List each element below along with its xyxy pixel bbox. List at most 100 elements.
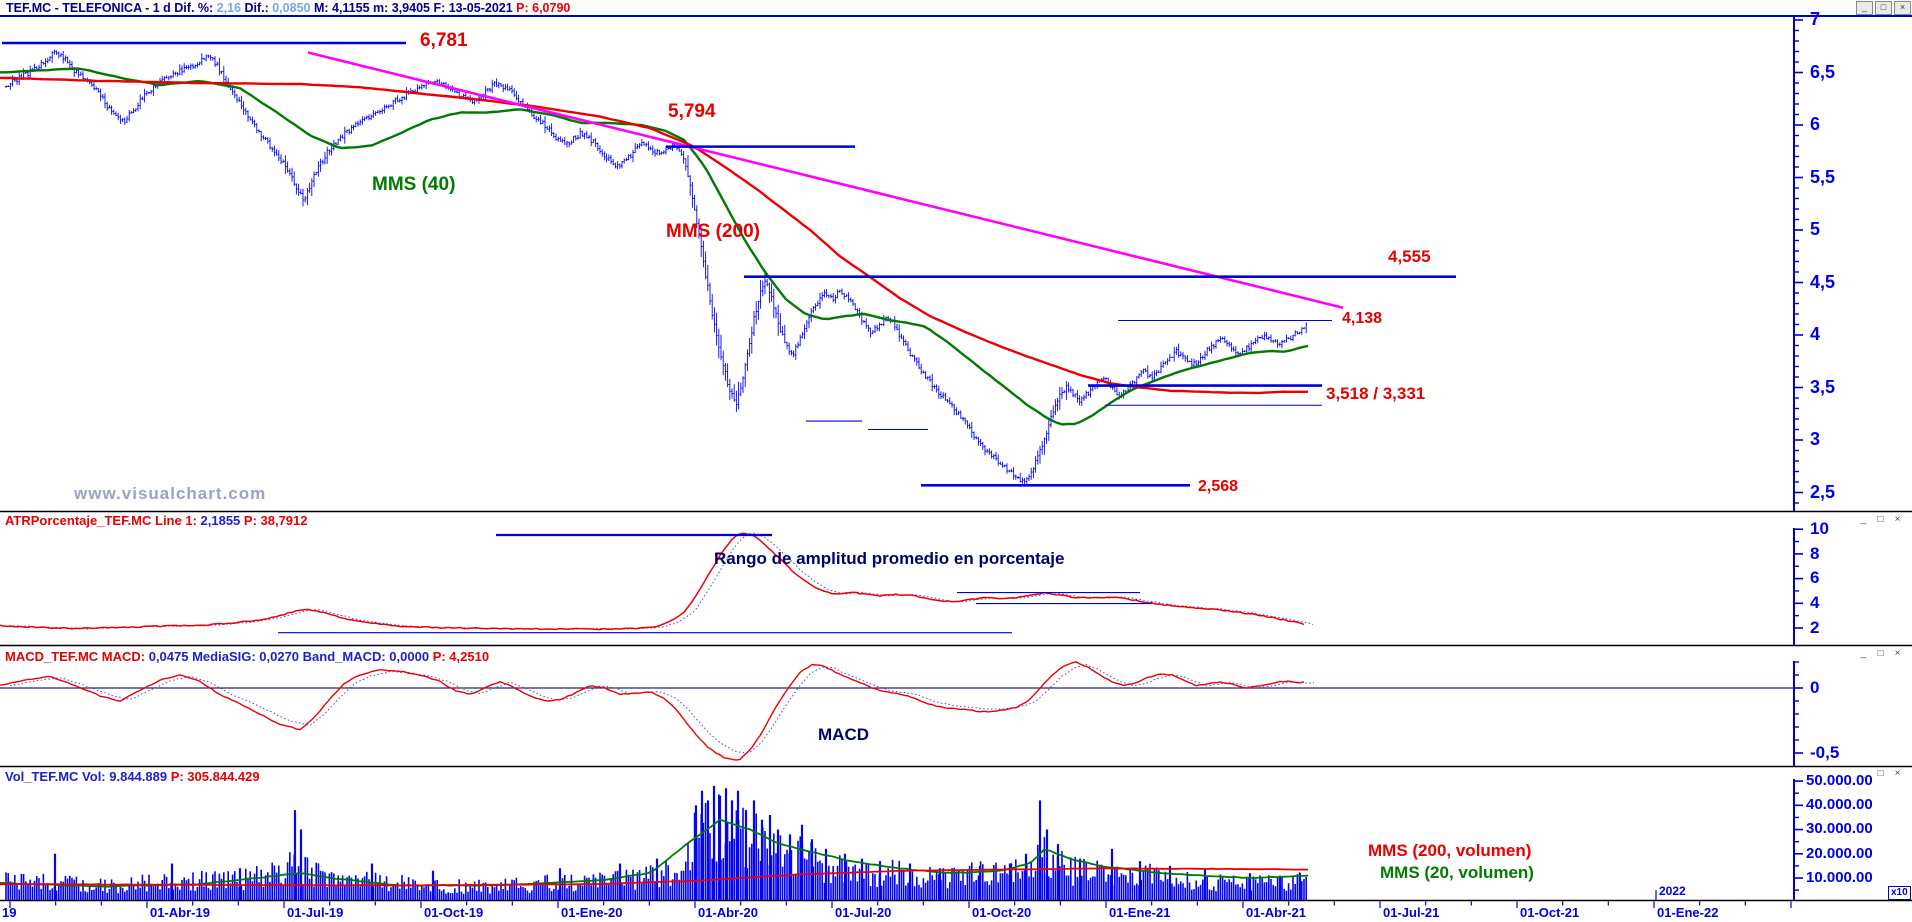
minimize-button[interactable]: _ (1856, 1, 1873, 15)
volume-panel-window-controls: _ □ × (1856, 769, 1905, 781)
price-level-label: 4,555 (1388, 246, 1431, 266)
y-axis-tick-label: 4 (1810, 324, 1821, 345)
atr-panel-maximize-button[interactable]: □ (1877, 514, 1884, 525)
title-bar: TEF.MC - TELEFONICA - 1 d Dif. %: 2,16 D… (0, 0, 1912, 15)
x-axis-date-label: 01-Oct-21 (1520, 904, 1580, 920)
text-segment: MACD_TEF.MC MACD: (5, 649, 149, 664)
y-axis-tick-label: 7 (1810, 9, 1821, 30)
text-segment: 0,0475 (148, 649, 189, 664)
x-axis-date-label: 01-Abr-21 (1246, 904, 1306, 920)
price-chart-area[interactable] (0, 17, 1793, 511)
x-axis-date-label: 01-Abr-19 (150, 904, 210, 920)
text-segment: Dif.: (240, 1, 273, 15)
mms200-line (0, 76, 1308, 395)
macd-panel-minimize-button[interactable]: _ (1860, 648, 1867, 659)
text-segment: P: 38,7912 (240, 513, 308, 528)
y-axis-tick-label: 10 (1810, 518, 1829, 538)
y-axis-tick-label: 8 (1810, 543, 1820, 563)
y-axis-tick-label: 50.000.00 (1806, 771, 1873, 789)
atr-panel-close-button[interactable]: × (1894, 514, 1901, 525)
atr-annotation: Rango de amplitud promedio en porcentaje (714, 549, 1065, 568)
text-segment: P: 305.844.429 (167, 769, 260, 784)
price-ohlc-bars (5, 49, 1308, 486)
macd-panel-maximize-button[interactable]: □ (1877, 648, 1884, 659)
volume-spike-bars (53, 785, 1302, 900)
x-axis-date-label: 19 (2, 904, 17, 920)
text-segment: P: 4,2510 (429, 649, 490, 664)
price-annotation: MMS (40) (372, 174, 456, 195)
volume-panel-maximize-button[interactable]: □ (1877, 768, 1884, 779)
x-axis-date-label: 01-Jul-19 (287, 904, 344, 920)
y-axis-tick-label: 2,5 (1810, 481, 1836, 502)
macd-chart-area[interactable] (0, 661, 1793, 766)
price-level-label: 3,518 / 3,331 (1326, 383, 1426, 403)
text-segment: 2,1855 (200, 513, 241, 528)
y-axis-tick-label: 3,5 (1810, 376, 1836, 397)
price-level-label: 5,794 (668, 100, 716, 122)
y-axis-tick-label: 40.000.00 (1806, 796, 1873, 814)
volume-legend-label: MMS (200, volumen) (1368, 841, 1532, 860)
magenta-trendline (307, 51, 1344, 309)
x-axis-date-label: 01-Oct-20 (972, 904, 1032, 920)
macd-annotation: MACD (818, 725, 869, 744)
y-axis-tick-label: 6,5 (1810, 61, 1836, 82)
text-segment: ATRPorcentaje_TEF.MC Line 1: (5, 513, 201, 528)
main-window-controls: _ □ × (1856, 1, 1911, 15)
watermark: www.visualchart.com (74, 484, 267, 503)
price-level-label: 4,138 (1342, 310, 1383, 328)
y-axis-tick-label: 0 (1810, 677, 1820, 697)
y-axis-tick-label: 5,5 (1810, 166, 1836, 187)
price-level-label: 6,781 (420, 29, 468, 51)
atr-panel-minimize-button[interactable]: _ (1860, 514, 1867, 525)
macd-line (0, 661, 1305, 761)
year-marker: 2022 (1659, 884, 1686, 898)
axis-multiplier-badge: x10 (1888, 886, 1911, 900)
macd-panel-window-controls: _ □ × (1856, 649, 1905, 661)
x-axis-date-label: 01-Jul-21 (1383, 904, 1440, 920)
y-axis-tick-label: 6 (1810, 568, 1820, 588)
y-axis-tick-label: 2 (1810, 617, 1820, 637)
volume-panel-minimize-button[interactable]: _ (1860, 768, 1867, 779)
macd-panel-header: MACD_TEF.MC MACD: 0,0475 MediaSIG: 0,027… (5, 649, 489, 664)
atr-line (0, 532, 1305, 631)
atr-panel-header: ATRPorcentaje_TEF.MC Line 1: 2,1855 P: 3… (5, 513, 308, 528)
text-segment: Vol_TEF.MC Vol: 9.844.889 (5, 769, 168, 784)
maximize-button[interactable]: □ (1875, 1, 1892, 15)
close-button[interactable]: × (1894, 1, 1911, 15)
macd-signal-line (9, 663, 1315, 754)
x-axis-date-label: 01-Abr-20 (698, 904, 758, 920)
atr-panel-window-controls: _ □ × (1856, 515, 1905, 527)
volume-legend-label: MMS (20, volumen) (1380, 863, 1534, 882)
y-axis-tick-label: 30.000.00 (1806, 820, 1873, 838)
volume-panel-header: Vol_TEF.MC Vol: 9.844.889 P: 305.844.429 (5, 769, 260, 784)
x-axis-date-label: 01-Jul-20 (835, 904, 892, 920)
macd-panel-close-button[interactable]: × (1894, 648, 1901, 659)
price-level-label: 2,568 (1198, 478, 1239, 496)
volume-mms20-line (0, 818, 1309, 888)
y-axis-tick-label: 10.000.00 (1806, 868, 1873, 886)
y-axis-tick-label: 4,5 (1810, 271, 1836, 292)
text-segment: 0,0850 (272, 1, 311, 15)
x-axis-date-label: 01-Ene-21 (1109, 904, 1171, 920)
x-axis-date-label: 01-Ene-20 (561, 904, 623, 920)
atr-chart-area[interactable] (0, 528, 1793, 645)
text-segment: MediaSIG: 0,0270 Band_MACD: 0,0000 (188, 649, 430, 664)
text-segment: P: 6,0790 (516, 1, 571, 15)
volume-mms200-line (0, 867, 1309, 887)
x-axis-date-label: 01-Ene-22 (1657, 904, 1719, 920)
y-axis-tick-label: 5 (1810, 219, 1821, 240)
price-annotation: MMS (200) (666, 221, 760, 242)
text-segment: 2,16 (216, 1, 241, 15)
y-axis-tick-label: -0,5 (1810, 742, 1840, 762)
text-segment: M: 4,1155 m: 3,9405 F: 13-05-2021 (310, 1, 517, 15)
y-axis-tick-label: 3 (1810, 429, 1821, 450)
y-axis-tick-label: 20.000.00 (1806, 844, 1873, 862)
volume-panel-close-button[interactable]: × (1894, 768, 1901, 779)
y-axis-tick-label: 6 (1810, 114, 1821, 135)
y-axis-tick-label: 4 (1810, 592, 1820, 612)
x-axis-date-label: 01-Oct-19 (424, 904, 484, 920)
instrument-title: TEF.MC - TELEFONICA - 1 d Dif. %: 2,16 D… (6, 1, 570, 15)
text-segment: TEF.MC - TELEFONICA - 1 d Dif. %: (6, 1, 217, 15)
